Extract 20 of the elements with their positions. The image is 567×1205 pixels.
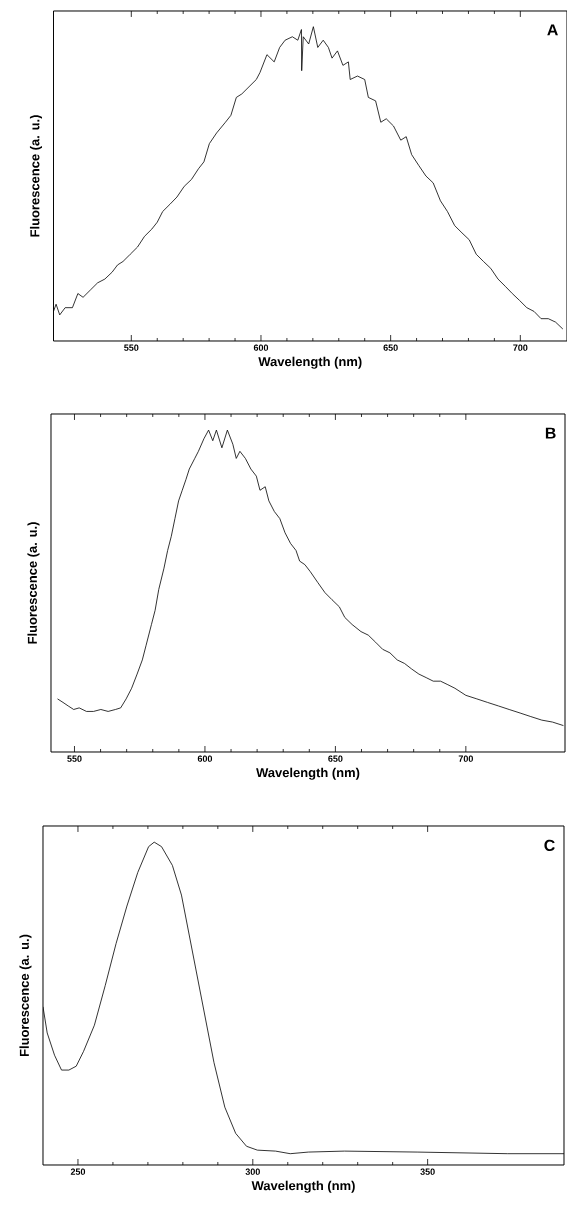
annotation: A — [547, 24, 558, 36]
x-tick-label: 300 — [245, 1168, 260, 1175]
x-tick-label: 550 — [124, 344, 139, 351]
x-axis-title: Wavelength (nm) — [256, 767, 360, 780]
y-axis-title: Fluorescence (a. u.) — [29, 115, 43, 237]
x-tick-label: 650 — [328, 755, 343, 762]
x-tick-label: 350 — [420, 1168, 435, 1175]
x-tick-label: 250 — [70, 1168, 86, 1175]
x-axis-title: Wavelength (nm) — [251, 1180, 355, 1193]
x-tick-label: 600 — [253, 344, 269, 351]
annotation: C — [544, 839, 555, 851]
x-tick-label: 700 — [458, 755, 473, 762]
annotation: B — [545, 427, 556, 439]
x-tick-label: 600 — [197, 755, 213, 762]
y-axis-title: Fluorescence (a. u.) — [19, 934, 32, 1057]
y-axis-title: Fluorescence (a. u.) — [27, 522, 40, 644]
x-axis-title: Wavelength (nm) — [258, 356, 362, 369]
x-tick-label: 550 — [67, 755, 82, 762]
x-tick-label: 700 — [513, 344, 528, 351]
x-tick-label: 650 — [383, 344, 398, 351]
